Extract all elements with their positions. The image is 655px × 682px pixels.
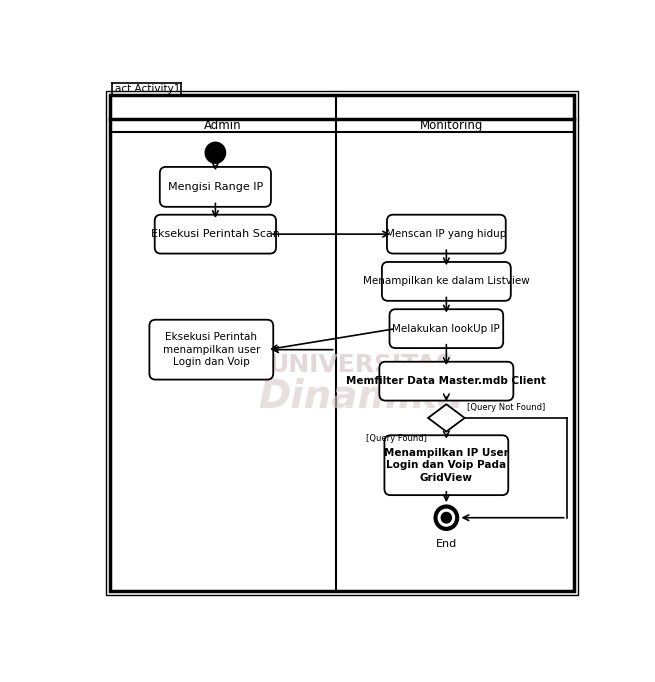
Text: Dinamika: Dinamika <box>258 378 464 416</box>
Circle shape <box>438 509 455 526</box>
Circle shape <box>434 505 458 531</box>
FancyBboxPatch shape <box>387 215 506 254</box>
Text: UNIVERSITAS: UNIVERSITAS <box>269 353 454 377</box>
FancyBboxPatch shape <box>382 262 511 301</box>
FancyBboxPatch shape <box>155 215 276 254</box>
Text: Monitoring: Monitoring <box>420 119 483 132</box>
Polygon shape <box>428 404 464 432</box>
FancyBboxPatch shape <box>149 320 273 380</box>
Text: [Query Not Found]: [Query Not Found] <box>467 402 546 412</box>
Text: Menampilkan ke dalam Listview: Menampilkan ke dalam Listview <box>363 276 530 286</box>
FancyBboxPatch shape <box>160 167 271 207</box>
Text: Eksekusi Perintah Scan: Eksekusi Perintah Scan <box>151 229 280 239</box>
FancyBboxPatch shape <box>105 91 578 595</box>
Text: Eksekusi Perintah
menampilkan user
Login dan Voip: Eksekusi Perintah menampilkan user Login… <box>162 332 260 367</box>
Text: Melakukan lookUp IP: Melakukan lookUp IP <box>392 324 500 333</box>
Circle shape <box>205 143 225 163</box>
Circle shape <box>441 512 451 523</box>
Text: Memfilter Data Master.mdb Client: Memfilter Data Master.mdb Client <box>346 376 546 386</box>
Text: Admin: Admin <box>204 119 242 132</box>
FancyBboxPatch shape <box>110 95 574 591</box>
Text: Menampilkan IP User
Login dan Voip Pada
GridView: Menampilkan IP User Login dan Voip Pada … <box>384 448 509 483</box>
FancyBboxPatch shape <box>379 361 514 400</box>
Text: End: End <box>436 539 457 549</box>
FancyBboxPatch shape <box>390 309 503 348</box>
Text: Menscan IP yang hidup: Menscan IP yang hidup <box>386 229 506 239</box>
Text: [Query Found]: [Query Found] <box>366 434 427 443</box>
FancyBboxPatch shape <box>384 435 508 495</box>
Text: act Activity1: act Activity1 <box>115 84 180 94</box>
Text: Mengisi Range IP: Mengisi Range IP <box>168 182 263 192</box>
